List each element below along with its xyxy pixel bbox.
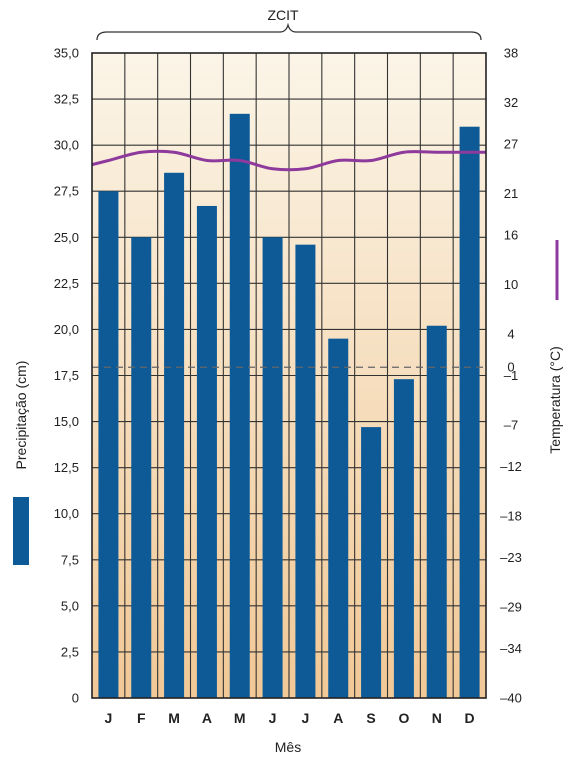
bar-2 [131, 237, 152, 699]
precipitation-legend-swatch [13, 497, 29, 565]
left-tick-label: 12,5 [54, 460, 79, 475]
temperature-line [91, 149, 486, 172]
left-tick-label: 27,5 [54, 184, 79, 199]
left-tick-label: 35,0 [54, 46, 79, 61]
bar-12 [459, 126, 480, 698]
left-tick-label: 5,0 [61, 598, 79, 613]
x-tick-label: S [366, 710, 375, 726]
x-tick-label: D [465, 710, 475, 726]
left-tick-label: 32,5 [54, 92, 79, 107]
temperature-series [91, 149, 486, 172]
x-axis-label: Mês [275, 739, 301, 755]
zcit-bracket: ZCIT [96, 7, 482, 41]
x-tick-label: J [269, 710, 277, 726]
right-tick-label: 4 [507, 327, 514, 342]
bar-6 [262, 237, 283, 699]
bar-10 [393, 379, 414, 698]
right-tick-label: 0 [507, 360, 514, 375]
zcit-bracket-shape [96, 22, 482, 41]
right-tick-label: 10 [504, 277, 518, 292]
left-tick-label: 25,0 [54, 230, 79, 245]
left-tick-label: 15,0 [54, 414, 79, 429]
x-tick-label: J [105, 710, 113, 726]
left-tick-label: 20,0 [54, 322, 79, 337]
bar-3 [164, 172, 185, 699]
x-tick-label: M [234, 710, 246, 726]
right-tick-label: 21 [504, 186, 518, 201]
x-tick-label: M [168, 710, 180, 726]
plot-border [91, 52, 487, 699]
right-axis-title-group: Temperatura (°C) [547, 240, 563, 454]
x-tick-label: A [202, 710, 212, 726]
left-tick-label: 22,5 [54, 276, 79, 291]
right-tick-label: 32 [504, 95, 518, 110]
right-tick-label: 16 [504, 227, 518, 242]
x-tick-label: O [398, 710, 409, 726]
right-tick-label: 27 [504, 136, 518, 151]
right-tick-label: –40 [500, 691, 522, 706]
right-axis-label: Temperatura (°C) [547, 346, 563, 454]
bar-7 [295, 244, 316, 698]
precipitation-bars [98, 113, 480, 699]
right-tick-label: –12 [500, 459, 522, 474]
right-tick-label: –34 [500, 641, 522, 656]
bar-11 [426, 325, 447, 698]
grid-lines [92, 53, 486, 698]
bar-4 [196, 205, 217, 698]
right-axis-ticks: –40 –34 –29 –23 –18 –12 –7 –10 4 10 16 21 27 32 38 [500, 46, 522, 706]
left-tick-label: 17,5 [54, 368, 79, 383]
bar-8 [328, 338, 349, 698]
x-tick-label: N [432, 710, 442, 726]
left-axis-title-group: Precipitação (cm) [13, 361, 29, 565]
x-tick-label: F [137, 710, 146, 726]
right-tick-label: –23 [500, 550, 522, 565]
plot-frame [91, 52, 487, 699]
bar-9 [361, 427, 382, 698]
x-tick-label: J [302, 710, 310, 726]
right-tick-label: –29 [500, 600, 522, 615]
left-tick-label: 7,5 [61, 552, 79, 567]
bar-5 [229, 113, 250, 699]
zcit-label: ZCIT [267, 7, 299, 23]
right-tick-label: –7 [504, 418, 518, 433]
left-tick-label: 0 [72, 691, 79, 706]
left-tick-label: 10,0 [54, 506, 79, 521]
right-tick-label: –1 [504, 368, 518, 383]
right-tick-label: 38 [504, 46, 518, 61]
left-axis-ticks: 0 2,5 5,0 7,5 10,0 12,5 15,0 17,5 20,0 22,5 25,0 27… [54, 46, 79, 706]
bar-1 [98, 191, 119, 698]
left-tick-label: 30,0 [54, 138, 79, 153]
left-tick-label: 2,5 [61, 644, 79, 659]
left-axis-label: Precipitação (cm) [13, 361, 29, 470]
right-tick-label: –18 [500, 509, 522, 524]
x-tick-label: A [333, 710, 343, 726]
